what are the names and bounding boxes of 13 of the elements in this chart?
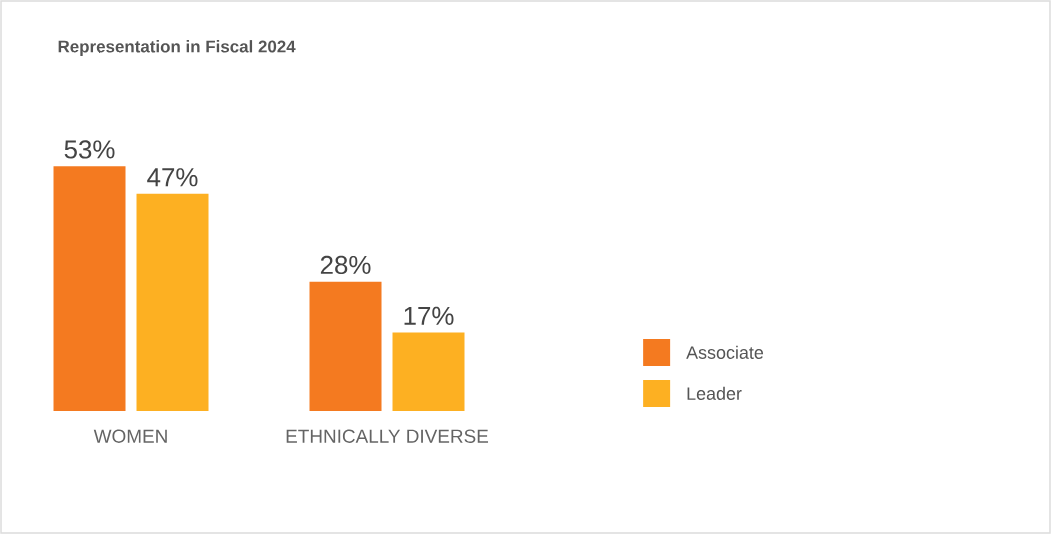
data-label: 53% [64,140,115,159]
data-label: 17% [404,306,454,325]
x-tick-label: WOMEN [93,429,167,443]
chart-title: Representation in Fiscal 2024 [58,40,296,56]
data-label: 47% [147,168,198,187]
bar [136,193,209,411]
bar [53,166,126,411]
bar [309,281,382,411]
legend-label: Leader [687,386,742,400]
legend-label: Associate [686,345,764,359]
bar [392,332,465,411]
data-label: 28% [320,255,371,275]
x-tick-label: ETHNICALLY DIVERSE [286,429,489,443]
